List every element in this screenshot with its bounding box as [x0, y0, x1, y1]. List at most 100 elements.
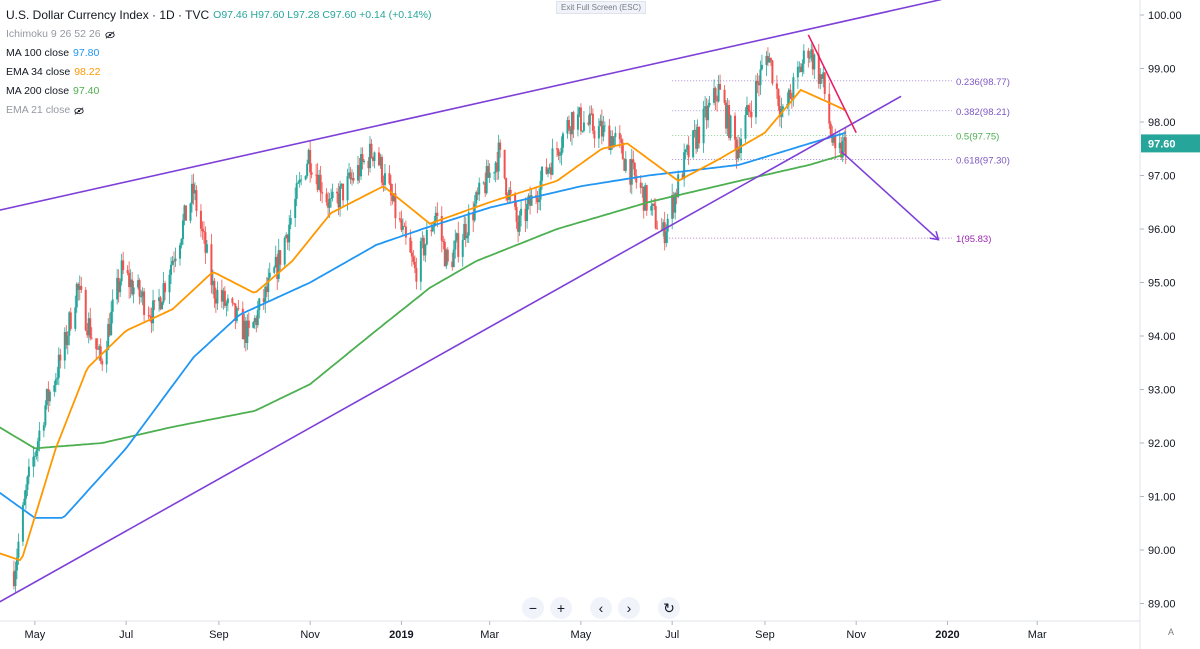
candle-body — [330, 198, 333, 199]
candle — [497, 134, 500, 180]
candle — [413, 255, 416, 274]
legend-row[interactable]: Ichimoku 9 26 52 26 — [6, 25, 432, 44]
candle-body — [398, 218, 401, 220]
candle — [725, 100, 728, 134]
candle-body — [581, 130, 584, 132]
candle — [695, 124, 698, 154]
zoom-in-button[interactable]: + — [550, 597, 572, 619]
candle-body — [787, 89, 790, 105]
candle-body — [728, 105, 731, 138]
legend-row[interactable]: EMA 34 close 98.22 — [6, 63, 432, 82]
candle-body — [192, 183, 195, 194]
trendlines — [0, 0, 942, 603]
candle — [576, 106, 579, 137]
auto-scale-button[interactable]: A — [1168, 627, 1175, 637]
hidden-eye-icon[interactable] — [74, 106, 84, 115]
candle — [686, 143, 689, 155]
candle — [181, 213, 184, 245]
candle — [26, 475, 29, 496]
chart-title: U.S. Dollar Currency Index · 1D · TVC — [6, 8, 210, 22]
candle — [593, 125, 596, 148]
candle-body — [246, 320, 249, 343]
candle — [295, 174, 298, 207]
candle-body — [509, 189, 512, 194]
candle-body — [38, 430, 41, 442]
hidden-eye-icon[interactable] — [104, 30, 115, 39]
candle — [463, 214, 466, 241]
candle-body — [201, 228, 204, 232]
candle-body — [702, 108, 705, 144]
candle — [520, 200, 523, 227]
candle-body — [213, 280, 216, 299]
candle — [95, 338, 98, 360]
candle — [651, 203, 654, 216]
candle — [558, 151, 561, 164]
candle-body — [210, 244, 213, 286]
candle-body — [277, 250, 280, 279]
candle-body — [632, 159, 635, 163]
legend-row[interactable]: MA 100 close 97.80 — [6, 44, 432, 63]
candle-body — [24, 489, 27, 499]
candle — [201, 221, 204, 240]
candle — [327, 191, 330, 218]
candle-body — [181, 220, 184, 240]
candle — [464, 216, 467, 247]
candle — [36, 437, 39, 462]
candle — [363, 158, 366, 165]
candle — [45, 388, 48, 410]
candle — [398, 211, 401, 223]
candle-body — [57, 354, 60, 378]
candle — [360, 147, 363, 180]
candle — [235, 306, 238, 324]
candle-body — [189, 203, 192, 221]
candle — [766, 47, 769, 67]
zoom-out-button[interactable]: − — [522, 597, 544, 619]
candle — [310, 163, 313, 179]
candle-body — [662, 222, 665, 230]
candle-body — [56, 377, 59, 380]
candle-body — [328, 198, 331, 208]
candle-body — [412, 256, 415, 262]
exit-fullscreen-button[interactable]: Exit Full Screen (ESC) — [556, 1, 647, 14]
candle-body — [204, 232, 207, 253]
candle-body — [828, 93, 831, 124]
candle-body — [618, 133, 621, 140]
candle — [168, 269, 171, 304]
candle-body — [705, 106, 708, 121]
candle-body — [216, 289, 219, 304]
candle-body — [704, 106, 707, 109]
candle — [152, 289, 155, 332]
candle — [32, 446, 35, 478]
candle — [319, 165, 322, 202]
candle — [147, 306, 150, 319]
candle — [273, 265, 276, 275]
candle — [410, 240, 413, 267]
candle — [677, 170, 680, 199]
candle-body — [262, 298, 265, 303]
candle — [567, 115, 570, 131]
candle-body — [719, 83, 722, 90]
scroll-left-button[interactable]: ‹ — [590, 597, 612, 619]
legend-row[interactable]: EMA 21 close — [6, 101, 432, 120]
candle — [820, 74, 823, 85]
candle-body — [570, 112, 573, 135]
candle-body — [789, 89, 792, 99]
scroll-right-button[interactable]: › — [618, 597, 640, 619]
candle — [566, 116, 569, 139]
legend-row[interactable]: MA 200 close 97.40 — [6, 82, 432, 101]
candle — [708, 95, 711, 108]
candle — [713, 79, 716, 106]
candle — [798, 61, 801, 73]
candle — [225, 300, 228, 317]
candle-body — [639, 182, 642, 188]
candle — [297, 180, 300, 185]
candle-body — [164, 283, 167, 293]
candle-body — [538, 199, 541, 203]
candle — [750, 100, 753, 128]
candle-body — [373, 152, 376, 161]
candle-body — [771, 60, 774, 84]
reset-chart-button[interactable]: ↻ — [658, 597, 680, 619]
candle — [122, 251, 125, 275]
candle-body — [555, 148, 558, 150]
